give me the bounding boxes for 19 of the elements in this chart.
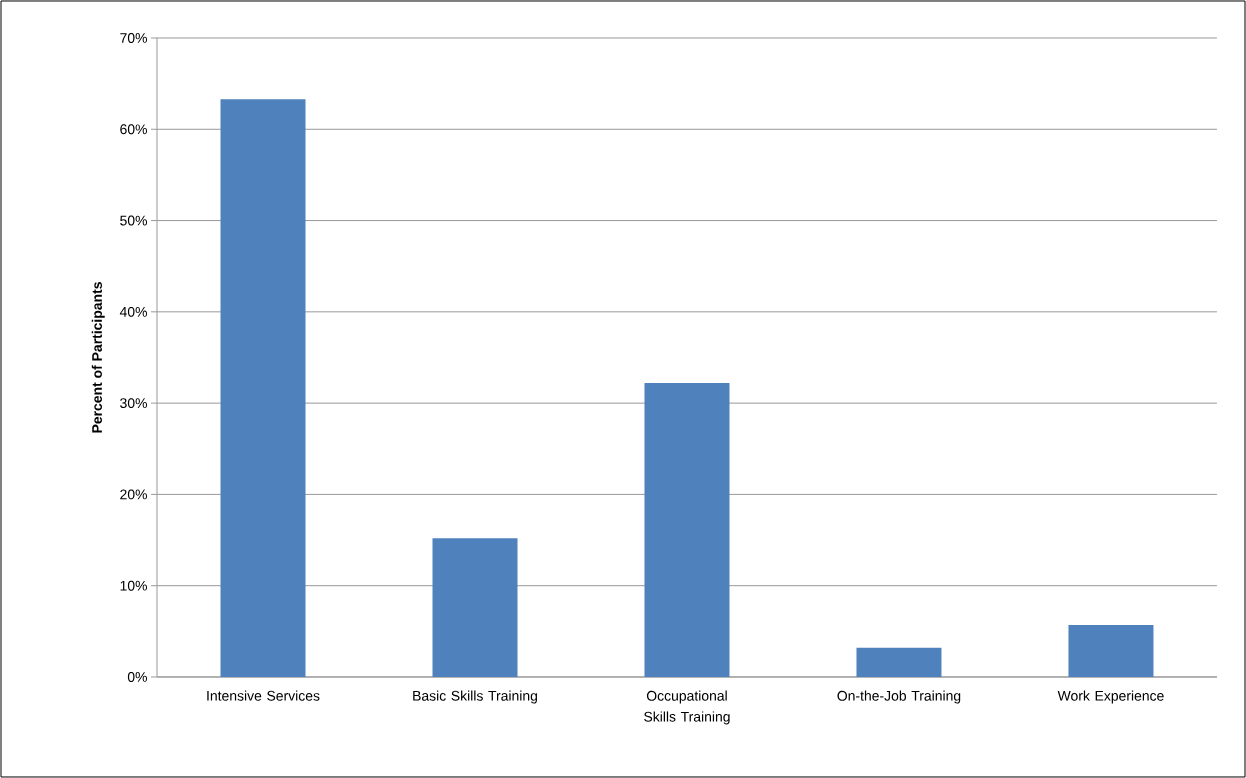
bar	[856, 647, 942, 677]
y-axis-title: Percent of Participants	[91, 282, 105, 433]
x-tick-label: Basic Skills Training	[413, 690, 537, 704]
x-tick-label: Work Experience	[1057, 690, 1164, 704]
y-tick-label: 60%	[120, 124, 147, 135]
x-tick-label: On-the-Job Training	[837, 690, 961, 704]
y-tick-label: 10%	[120, 580, 147, 591]
y-tick-label: 70%	[120, 33, 147, 43]
bar	[1068, 624, 1154, 677]
x-tick-label: Intensive Services	[207, 690, 320, 701]
y-tick-label: 0%	[127, 672, 147, 682]
y-tick-label: 40%	[119, 306, 147, 317]
bar	[644, 383, 730, 677]
x-tick-label: Occupational Skills Training	[644, 690, 730, 725]
y-tick-label: 30%	[120, 398, 147, 409]
bar	[432, 538, 518, 677]
y-tick-label: 20%	[120, 489, 147, 500]
bar	[220, 99, 306, 677]
y-tick-label: 50%	[120, 215, 147, 226]
